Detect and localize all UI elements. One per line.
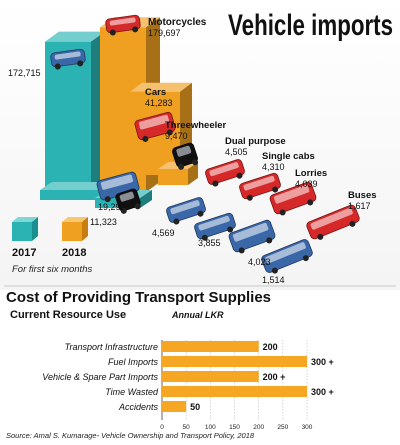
value-label-2017-4: 3,855	[198, 238, 221, 248]
bar-value-label: 300 +	[311, 357, 334, 367]
category-label-cars: Cars	[145, 87, 166, 98]
legend-item-2017: 2017	[12, 217, 38, 259]
legend-item-2018: 2018	[62, 217, 88, 259]
lorry-2017-icon	[228, 219, 276, 254]
chart-title: Vehicle imports	[228, 9, 393, 42]
bus-2018-icon	[306, 204, 360, 240]
value-label-2018-2: 9,470	[165, 131, 188, 141]
category-label: Accidents	[118, 402, 159, 412]
category-label: Fuel Imports	[108, 357, 159, 367]
category-label-lorries: Lorries	[295, 168, 327, 179]
x-tick-label: 100	[205, 424, 216, 431]
single-cab-2018-icon	[239, 172, 281, 201]
bar-value-label: 50	[190, 402, 200, 412]
threewheeler-2018-icon	[172, 142, 199, 170]
bus-2017-icon	[261, 239, 313, 274]
dual-purpose-2017-icon	[166, 197, 206, 225]
value-label-2017-3: 4,569	[152, 228, 175, 238]
legend: 2017 2018 For first six months	[12, 217, 92, 275]
lorry-2018-icon	[269, 181, 317, 216]
dual-purpose-2018-icon	[205, 159, 245, 187]
category-label: Transport Infrastructure	[65, 342, 158, 352]
bar-time-wasted	[162, 386, 307, 397]
value-label-2018-5: 4,039	[295, 179, 318, 189]
legend-label-2018: 2018	[62, 247, 86, 259]
category-label-threewheeler: Threewheeler	[165, 120, 227, 131]
value-label-2018-3: 4,505	[225, 147, 248, 157]
x-tick-label: 300	[302, 424, 313, 431]
value-label-2018-1: 41,283	[145, 98, 173, 108]
single-cab-2017-icon	[194, 212, 236, 241]
value-label-2017-5: 4,023	[248, 257, 271, 267]
bar-accidents	[162, 401, 187, 412]
source-note: Source: Amal S. Kumarage- Vehicle Owners…	[6, 431, 255, 440]
value-label-2017-0: 172,715	[8, 68, 41, 78]
cost-chart-title: Cost of Providing Transport Supplies	[6, 289, 271, 306]
category-label-dual-purpose: Dual purpose	[225, 136, 286, 147]
category-label: Time Wasted	[105, 387, 159, 397]
x-tick-label: 50	[183, 424, 191, 431]
x-tick-label: 250	[277, 424, 288, 431]
bar-vehicle-spare-part-imports	[162, 371, 259, 382]
value-label-2018-4: 4,310	[262, 162, 285, 172]
value-label-2017-1: 19,292	[98, 202, 126, 212]
value-label-2017-6: 1,514	[262, 275, 285, 285]
cost-chart-subtitle: Current Resource Use	[10, 309, 126, 321]
legend-label-2017: 2017	[12, 247, 36, 259]
motorcycle-2017-icon	[50, 48, 86, 70]
bar-transport-infrastructure	[162, 341, 259, 352]
category-label-motorcycles: Motorcycles	[148, 17, 207, 28]
category-label-buses: Buses	[348, 190, 377, 201]
x-tick-label: 0	[160, 424, 164, 431]
value-label-2017-2: 11,323	[90, 217, 117, 227]
value-label-2018-6: 1,617	[348, 201, 371, 211]
x-tick-label: 200	[253, 424, 264, 431]
category-label: Vehicle & Spare Part Imports	[42, 372, 158, 382]
bar-value-label: 200	[263, 342, 278, 352]
bar-value-label: 200 +	[263, 372, 286, 382]
transport-cost-chart: Cost of Providing Transport Supplies Cur…	[4, 285, 396, 431]
value-label-2018-0: 179,697	[148, 28, 181, 38]
threewheeler-2017-icon	[115, 188, 141, 214]
cost-chart-unit: Annual LKR	[171, 310, 224, 320]
x-tick-label: 150	[229, 424, 240, 431]
bar-value-label: 300 +	[311, 387, 334, 397]
legend-note: For first six months	[12, 264, 92, 275]
category-label-single-cabs: Single cabs	[262, 151, 315, 162]
car-2018-icon	[134, 111, 176, 142]
motorcycle-2018-icon	[105, 14, 141, 36]
bar-fuel-imports	[162, 356, 307, 367]
